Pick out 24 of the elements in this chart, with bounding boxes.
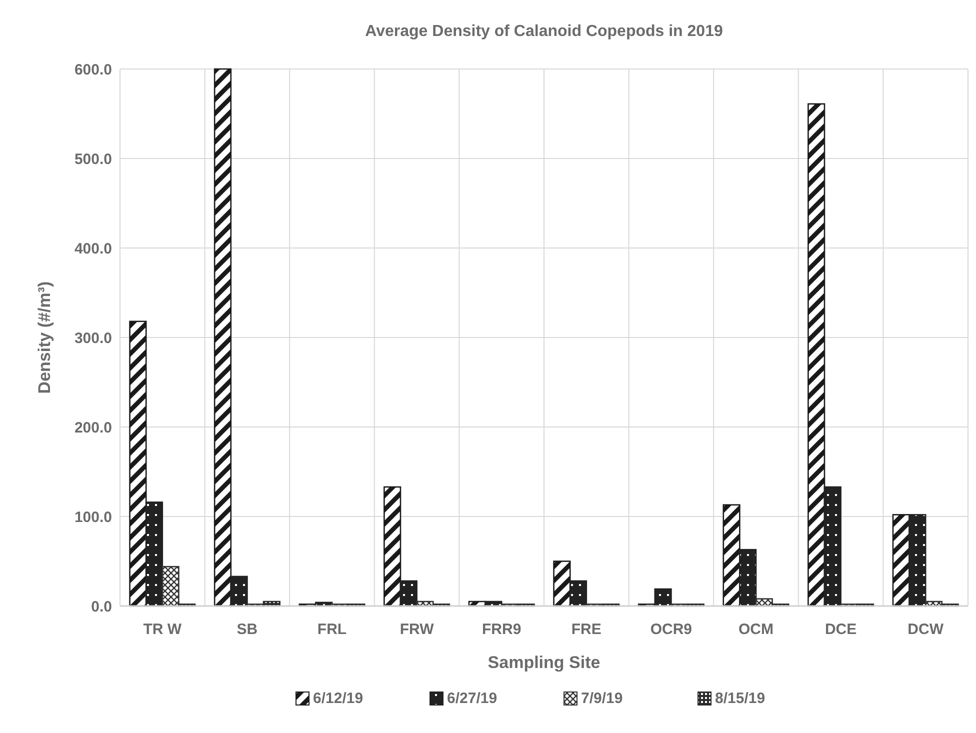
x-tick-label: OCR9: [650, 621, 692, 638]
y-tick-label: 0.0: [91, 598, 112, 616]
x-tick-label: FRE: [571, 621, 602, 638]
y-tick-label: 100.0: [74, 508, 112, 526]
y-tick-label: 500.0: [74, 150, 112, 168]
chart-title: Average Density of Calanoid Copepods in 2019: [365, 23, 723, 40]
x-tick-label: SB: [236, 621, 258, 638]
legend-label: 8/15/19: [715, 690, 766, 707]
y-tick-label: 600.0: [74, 61, 112, 78]
y-axis-title: Density (#/m³): [35, 281, 54, 394]
x-axis-title: Sampling Site: [488, 653, 600, 672]
legend-label: 6/12/19: [313, 690, 364, 707]
x-tick-label: DCW: [908, 621, 944, 638]
x-tick-label: FRR9: [482, 621, 522, 638]
legend-label: 6/27/19: [447, 690, 498, 707]
x-tick-label: FRW: [400, 621, 435, 638]
y-tick-label: 200.0: [74, 419, 112, 436]
x-tick-label: OCM: [738, 621, 774, 638]
x-tick-label: DCE: [824, 621, 857, 638]
x-tick-label: TR W: [143, 621, 182, 638]
y-tick-label: 300.0: [74, 330, 112, 347]
x-tick-label: FRL: [317, 621, 347, 638]
legend-label: 7/9/19: [581, 690, 623, 707]
y-tick-label: 400.0: [74, 240, 112, 258]
